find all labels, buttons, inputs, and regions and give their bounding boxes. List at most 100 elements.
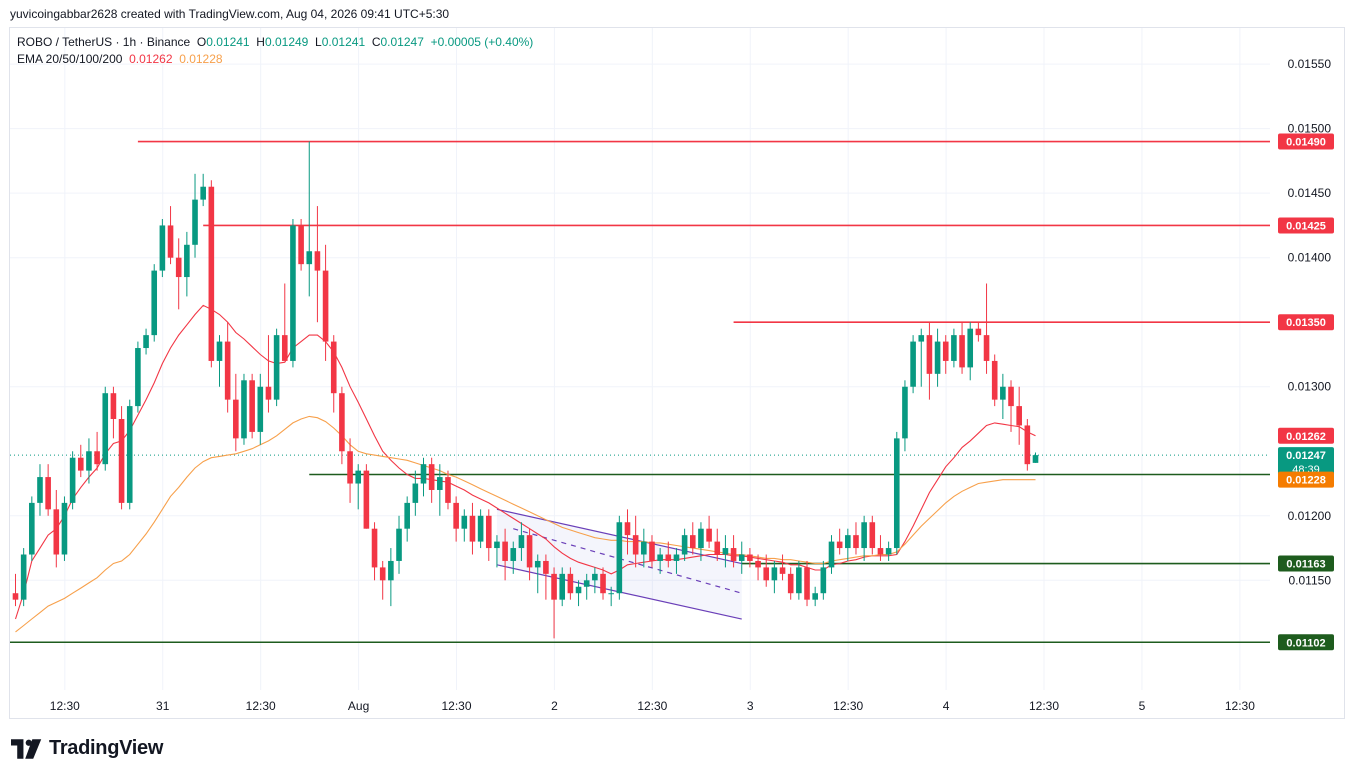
price-badges: 0.014900.014250.013500.012320.011630.011… xyxy=(1278,133,1334,651)
candle-body xyxy=(175,257,182,278)
candle xyxy=(298,218,304,271)
ema-line xyxy=(14,304,1036,620)
candle-body xyxy=(339,393,345,452)
candle xyxy=(975,322,982,342)
candle-body xyxy=(779,567,786,574)
candle-body xyxy=(763,567,770,581)
candle xyxy=(779,554,786,581)
tradingview-logo[interactable]: TradingView xyxy=(11,737,163,760)
candle-body xyxy=(453,502,459,529)
candle xyxy=(534,554,541,594)
candle xyxy=(657,548,663,574)
candle xyxy=(167,206,174,265)
candle-body xyxy=(853,535,859,549)
candle xyxy=(224,322,231,413)
level-badge-label: 0.01102 xyxy=(1286,637,1325,649)
candle-body xyxy=(77,457,84,471)
price-tick-label: 0.01550 xyxy=(1288,57,1332,71)
candle xyxy=(510,541,517,574)
candle xyxy=(453,496,459,542)
candle xyxy=(485,509,492,561)
candle xyxy=(1016,386,1022,445)
candle xyxy=(290,218,296,368)
candle xyxy=(836,528,843,555)
candle xyxy=(910,335,916,394)
candle-body xyxy=(437,477,443,490)
candle-body xyxy=(518,535,525,549)
level-badge-label: 0.01425 xyxy=(1286,220,1326,232)
price-tick-label: 0.01500 xyxy=(1288,122,1332,136)
candles xyxy=(12,141,1039,639)
candle xyxy=(518,522,525,561)
candle xyxy=(722,535,729,568)
candle xyxy=(118,406,125,510)
candle-body xyxy=(1024,425,1031,465)
candle-body xyxy=(477,515,484,542)
candle xyxy=(94,431,100,471)
candle xyxy=(428,457,435,503)
candle xyxy=(698,522,704,561)
candle xyxy=(991,354,998,407)
candle-body xyxy=(689,535,696,549)
time-tick-label: 12:30 xyxy=(441,699,471,713)
candle xyxy=(265,335,272,413)
candle-body xyxy=(624,522,631,536)
candle-body xyxy=(722,548,729,555)
candle-body xyxy=(265,386,272,400)
candle xyxy=(12,573,19,607)
candle xyxy=(45,464,51,516)
candle-body xyxy=(681,535,688,555)
candle xyxy=(20,548,27,607)
candle xyxy=(61,496,68,561)
time-tick-label: 12:30 xyxy=(833,699,863,713)
candle-body xyxy=(192,199,198,245)
candle xyxy=(159,218,166,278)
candle xyxy=(877,535,884,561)
candle-body xyxy=(510,548,517,561)
candle-body xyxy=(975,328,982,336)
candle xyxy=(755,554,761,581)
candle xyxy=(396,515,402,574)
candle-body xyxy=(110,393,117,420)
candle-body xyxy=(502,541,508,561)
tradingview-logo-icon xyxy=(11,738,42,759)
candle-body xyxy=(771,567,778,581)
candle-body xyxy=(485,515,492,549)
candle-body xyxy=(118,419,125,503)
price-badge-label: 0.01228 xyxy=(1286,475,1326,487)
candle-body xyxy=(885,548,892,555)
horizontal-levels xyxy=(10,140,1270,644)
candle xyxy=(388,548,394,607)
price-tick-label: 0.01400 xyxy=(1288,251,1332,265)
candle-body xyxy=(135,348,141,407)
candle xyxy=(902,380,908,452)
candle-body xyxy=(20,554,27,600)
candle-body xyxy=(184,244,190,278)
candle xyxy=(135,341,141,413)
candle-body xyxy=(804,567,810,600)
candle xyxy=(494,535,500,568)
level-badge-label: 0.01490 xyxy=(1286,137,1326,149)
candle xyxy=(437,464,443,516)
candle-body xyxy=(224,341,231,400)
level-badge xyxy=(1278,217,1334,234)
tradingview-logo-text: TradingView xyxy=(49,737,164,759)
candle xyxy=(600,567,606,600)
candle-body xyxy=(355,470,362,484)
candle xyxy=(543,554,549,600)
candle-body xyxy=(379,567,386,581)
candle-body xyxy=(698,528,704,549)
time-tick-label: 5 xyxy=(1139,699,1146,713)
candle xyxy=(632,515,639,568)
candle xyxy=(404,496,410,542)
candle xyxy=(559,567,566,607)
candle-body xyxy=(1000,386,1006,400)
candle-body xyxy=(559,573,566,600)
candle-body xyxy=(1016,406,1022,426)
level-badge-label: 0.01163 xyxy=(1286,559,1325,571)
candle-body xyxy=(86,451,92,471)
price-chart[interactable]: 0.01550 0.01500 0.01450 0.01400 0.01300 0.012… xyxy=(0,0,1355,725)
candle-body xyxy=(820,567,827,594)
candle xyxy=(371,522,378,581)
candle xyxy=(869,515,876,555)
